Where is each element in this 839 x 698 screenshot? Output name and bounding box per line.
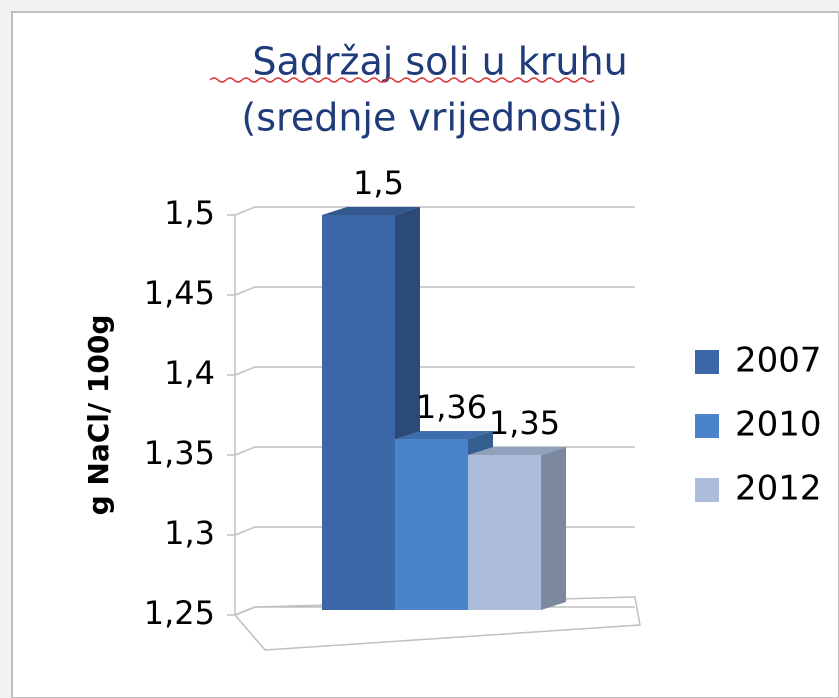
bar-top [468,447,566,455]
y-tick-label: 1,35 [144,434,215,472]
data-label: 1,36 [416,388,487,426]
legend-swatch [695,350,719,374]
y-tick-label: 1,3 [164,514,215,552]
chart-subtitle: (srednje vrijednosti) [241,96,622,140]
grid-line [227,206,635,216]
y-axis-label: g NaCl/ 100g [82,315,115,516]
grid-line [227,286,635,296]
y-tick-label: 1,4 [164,354,215,392]
spellcheck-underline [209,77,595,83]
data-label: 1,5 [353,164,404,202]
bar-top [395,431,493,439]
chart-title: Sadržaj soli u kruhu [252,40,627,84]
grid-line [227,366,635,376]
bar-top [322,207,420,215]
legend-swatch [695,414,719,438]
legend-label: 2007 [735,341,822,381]
legend-label: 2012 [735,469,822,509]
legend-label: 2010 [735,405,822,445]
legend-swatch [695,478,719,502]
data-label: 1,35 [489,404,560,442]
y-tick-label: 1,5 [164,194,215,232]
bar [468,455,541,610]
y-tick-label: 1,25 [144,594,215,632]
bar-side [541,447,566,610]
bar [322,215,395,610]
bar [395,439,468,610]
y-tick-label: 1,45 [144,274,215,312]
